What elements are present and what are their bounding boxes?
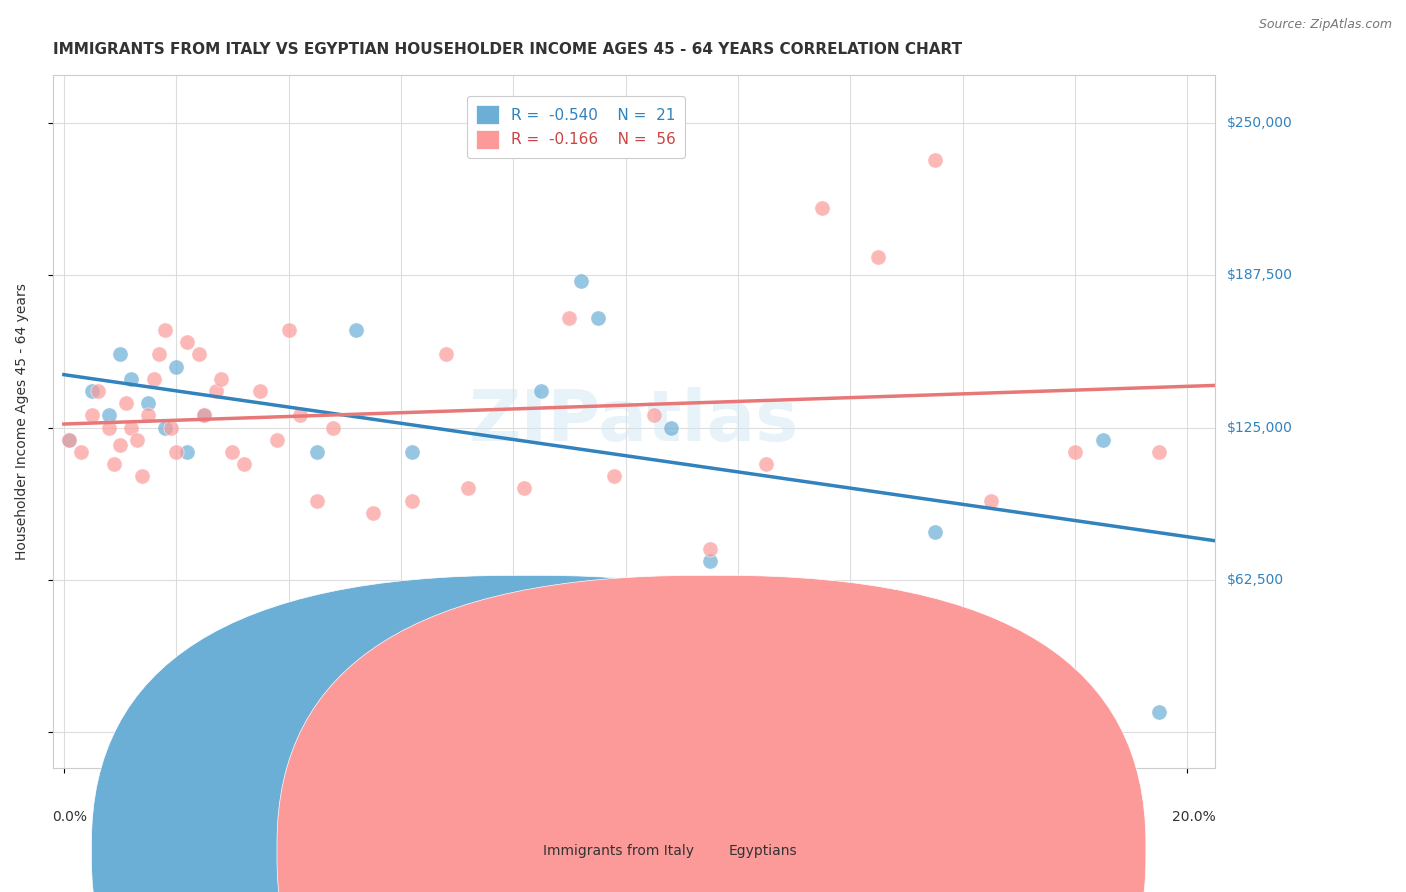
Text: $250,000: $250,000 — [1226, 116, 1292, 130]
Text: $62,500: $62,500 — [1226, 573, 1284, 587]
Point — [603, 469, 626, 483]
Point — [209, 372, 232, 386]
Legend: R =  -0.540    N =  21, R =  -0.166    N =  56: R = -0.540 N = 21, R = -0.166 N = 56 — [467, 96, 685, 158]
Text: IMMIGRANTS FROM ITALY VS EGYPTIAN HOUSEHOLDER INCOME AGES 45 - 64 YEARS CORRELAT: IMMIGRANTS FROM ITALY VS EGYPTIAN HOUSEH… — [52, 42, 962, 57]
Point — [434, 347, 457, 361]
Point — [187, 347, 209, 361]
Point — [176, 335, 198, 350]
Point — [699, 542, 721, 557]
Point — [530, 384, 553, 398]
Point — [924, 525, 946, 540]
Point — [266, 433, 288, 447]
Text: 20.0%: 20.0% — [1171, 810, 1215, 824]
Point — [80, 384, 103, 398]
Point — [288, 409, 311, 423]
Point — [811, 202, 834, 216]
Point — [586, 310, 609, 325]
Point — [165, 445, 187, 459]
Point — [322, 420, 344, 434]
Point — [361, 506, 384, 520]
Point — [401, 493, 423, 508]
Point — [165, 359, 187, 374]
Point — [344, 323, 367, 337]
Point — [1092, 433, 1115, 447]
Point — [58, 433, 80, 447]
Point — [136, 409, 159, 423]
Point — [80, 409, 103, 423]
Y-axis label: Householder Income Ages 45 - 64 years: Householder Income Ages 45 - 64 years — [15, 283, 30, 560]
Point — [305, 493, 328, 508]
Point — [97, 420, 120, 434]
Point — [305, 445, 328, 459]
Point — [86, 384, 108, 398]
Point — [249, 384, 271, 398]
Point — [108, 437, 131, 451]
Point — [558, 310, 581, 325]
Point — [659, 420, 682, 434]
Point — [401, 445, 423, 459]
Point — [1064, 445, 1087, 459]
Text: Immigrants from Italy: Immigrants from Italy — [543, 844, 693, 858]
Point — [232, 457, 254, 471]
Point — [131, 469, 153, 483]
Point — [114, 396, 136, 410]
Point — [924, 153, 946, 167]
Point — [108, 347, 131, 361]
Point — [513, 481, 536, 495]
Point — [58, 433, 80, 447]
Point — [755, 457, 778, 471]
Point — [176, 445, 198, 459]
Point — [103, 457, 125, 471]
Point — [153, 420, 176, 434]
Text: $187,500: $187,500 — [1226, 268, 1292, 283]
Point — [193, 409, 215, 423]
Point — [193, 409, 215, 423]
Text: $125,000: $125,000 — [1226, 420, 1292, 434]
Point — [457, 481, 479, 495]
Point — [868, 250, 890, 264]
Point — [569, 275, 592, 289]
Point — [1149, 706, 1171, 720]
Text: ZIPatlas: ZIPatlas — [470, 387, 799, 456]
Point — [69, 445, 91, 459]
Point — [97, 409, 120, 423]
Point — [136, 396, 159, 410]
Point — [277, 323, 299, 337]
Point — [148, 347, 170, 361]
Point — [980, 493, 1002, 508]
Point — [120, 420, 142, 434]
Point — [699, 554, 721, 568]
Point — [153, 323, 176, 337]
Text: 0.0%: 0.0% — [52, 810, 87, 824]
Point — [643, 409, 665, 423]
Point — [125, 433, 148, 447]
Text: Egyptians: Egyptians — [728, 844, 797, 858]
Point — [142, 372, 165, 386]
Point — [120, 372, 142, 386]
Point — [159, 420, 181, 434]
Point — [221, 445, 243, 459]
Text: Source: ZipAtlas.com: Source: ZipAtlas.com — [1258, 18, 1392, 31]
Point — [204, 384, 226, 398]
Point — [1149, 445, 1171, 459]
